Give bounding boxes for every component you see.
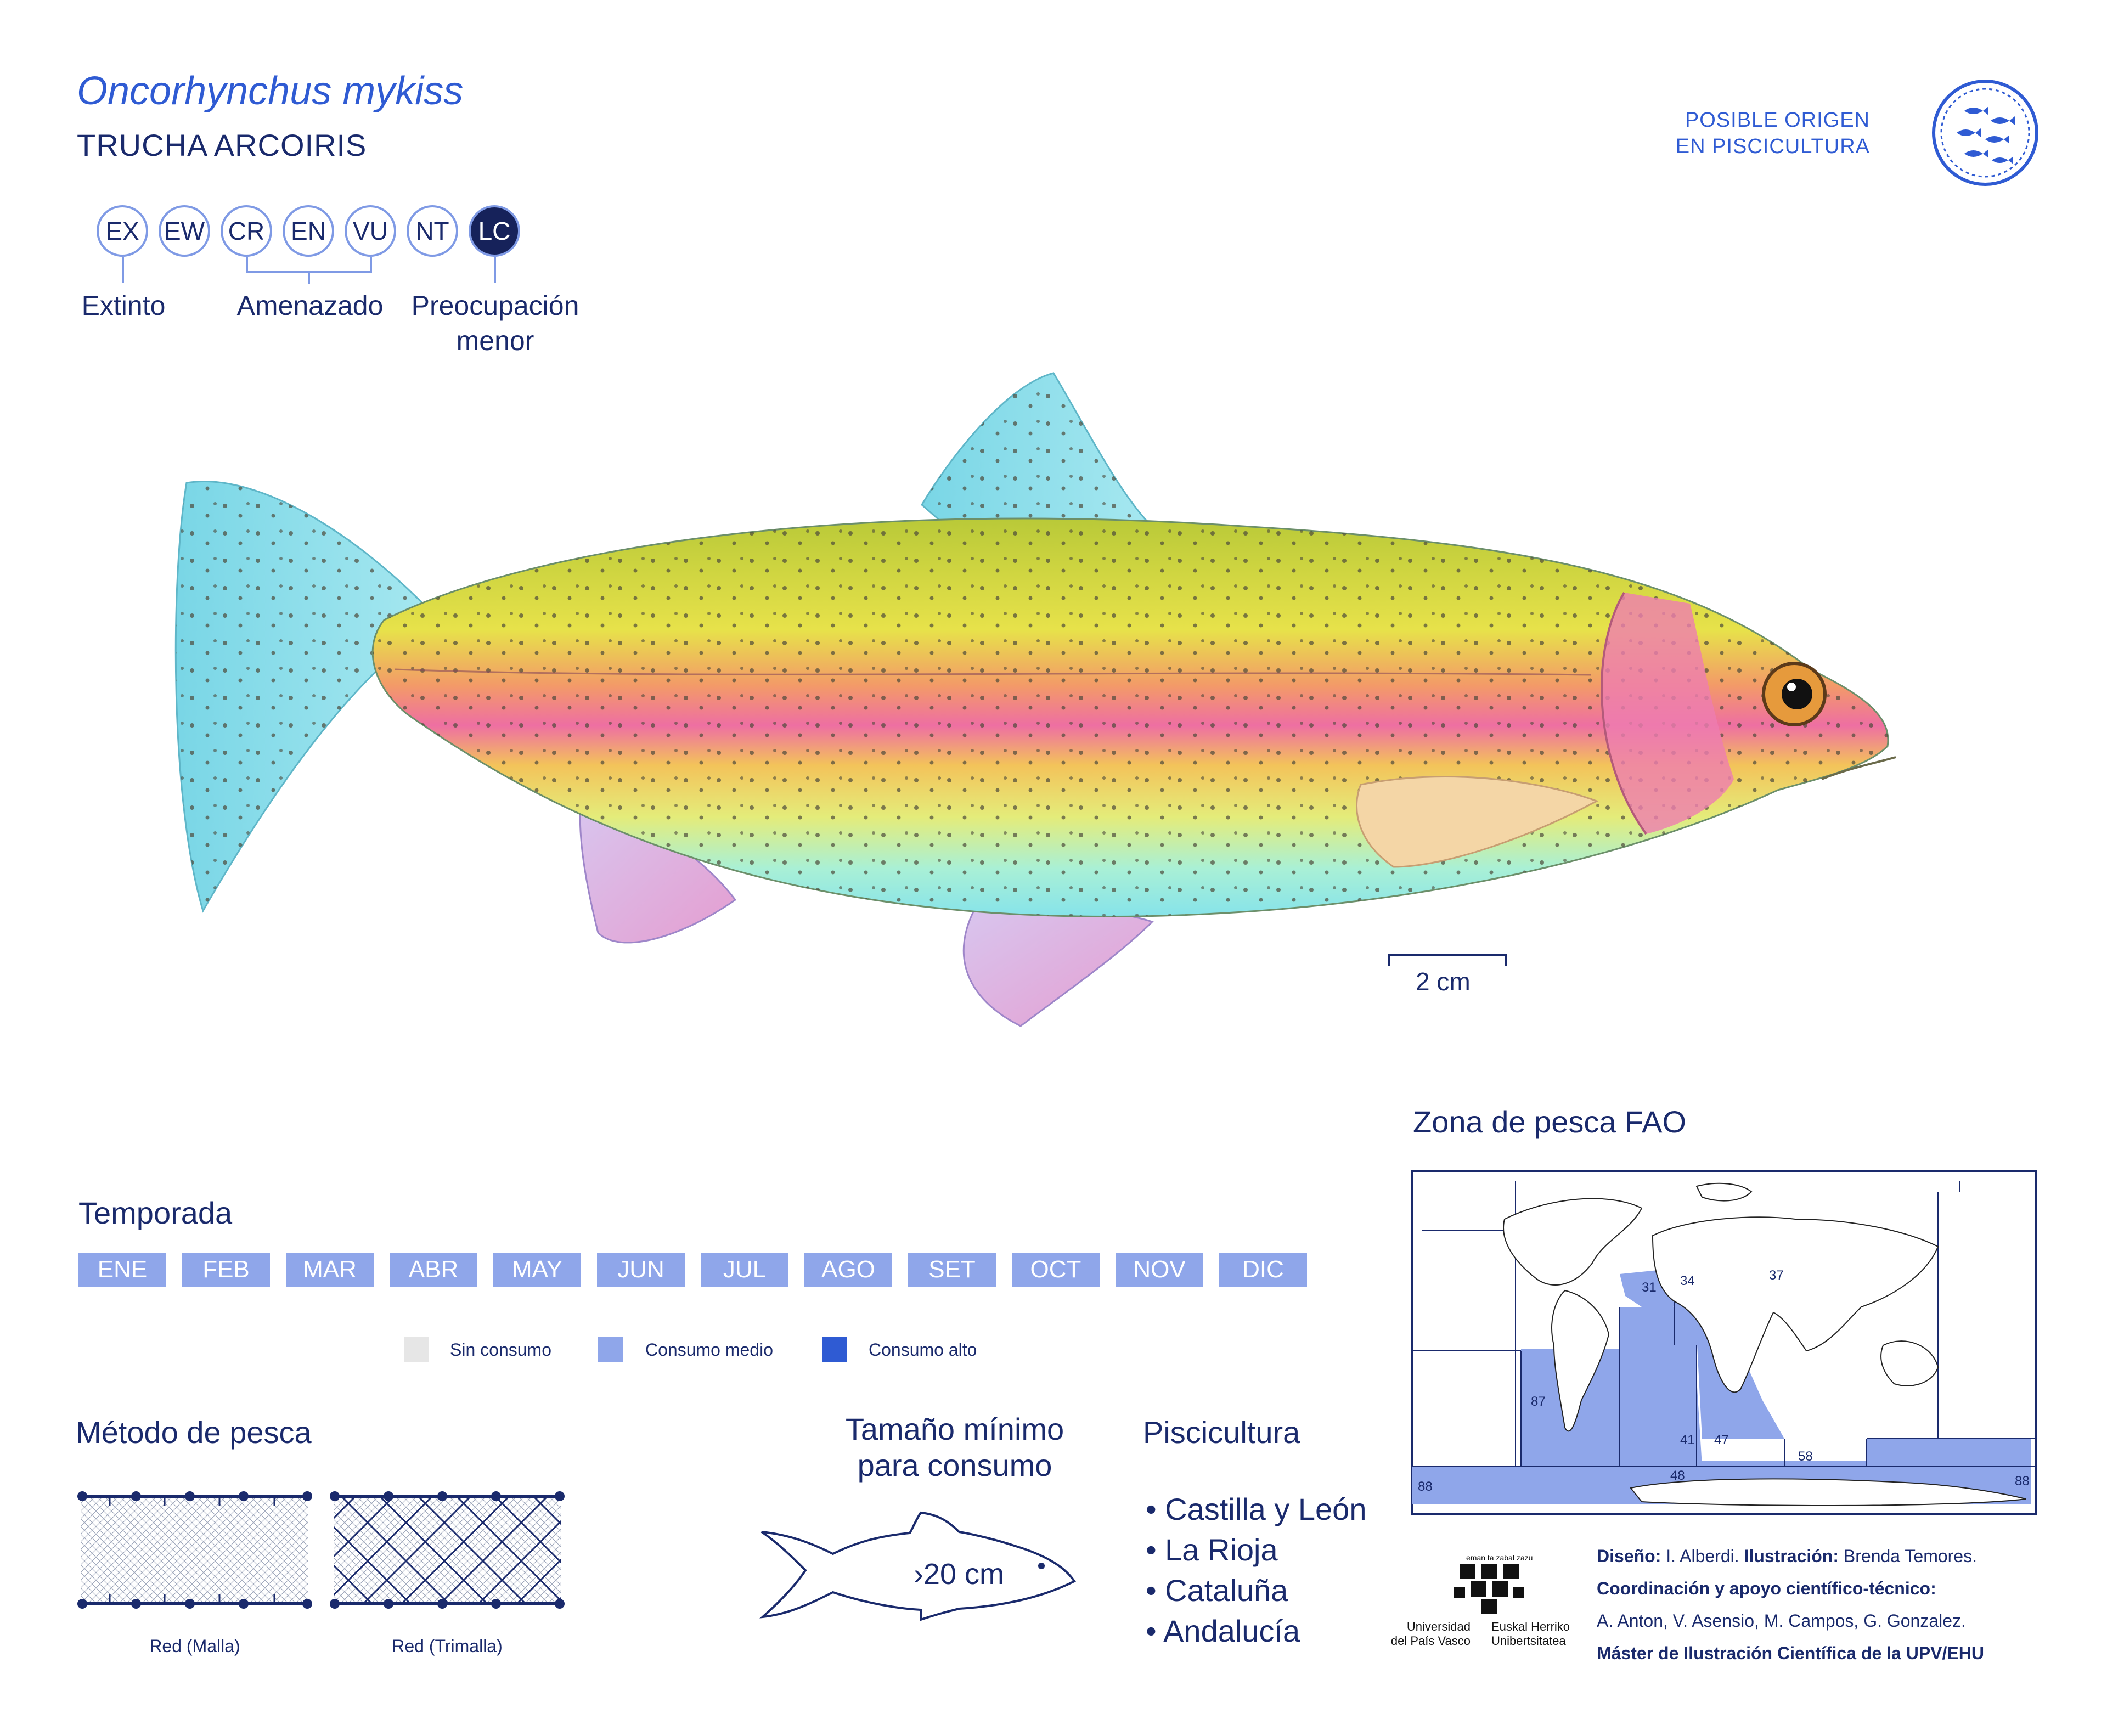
iucn-nt-circle: NT <box>407 205 458 257</box>
origin-line-1: POSIBLE ORIGEN <box>1685 109 1870 132</box>
month-feb: FEB <box>182 1253 270 1287</box>
net-trimalla-label: Red (Trimalla) <box>392 1636 503 1656</box>
legend-sin-consumo-label: Sin consumo <box>450 1340 551 1360</box>
region-andalucia: • Andalucía <box>1146 1614 1300 1648</box>
scale-label: 2 cm <box>1416 967 1471 996</box>
upv-name-eu-line-2: Unibertsitatea <box>1491 1634 1566 1648</box>
iucn-least-concern-label-1: Preocupación <box>411 290 579 321</box>
region-cataluna: • Cataluña <box>1146 1573 1288 1608</box>
region-castilla-y-leon: • Castilla y León <box>1146 1492 1367 1526</box>
credits-design-line: Diseño: I. Alberdi. Ilustración: Brenda … <box>1597 1546 1977 1566</box>
upv-motto: eman ta zabal zazu <box>1466 1553 1533 1562</box>
fish-school-icon <box>1932 80 2038 186</box>
min-size-title-line-2: para consumo <box>857 1448 1052 1483</box>
aquaculture-title: Piscicultura <box>1143 1415 1300 1450</box>
net-malla-illustration <box>77 1491 312 1609</box>
svg-text:34: 34 <box>1680 1273 1695 1288</box>
month-set: SET <box>908 1253 996 1287</box>
upv-name-eu: Euskal Herriko Unibertsitatea <box>1491 1620 1570 1648</box>
month-dic: DIC <box>1219 1253 1307 1287</box>
credits-master: Máster de Ilustración Científica de la U… <box>1597 1643 1984 1663</box>
month-abr: ABR <box>390 1253 477 1287</box>
legend-consumo-medio-swatch <box>598 1337 623 1362</box>
scientific-name: Oncorhynchus mykiss <box>77 69 464 113</box>
iucn-threatened-connector <box>308 271 310 284</box>
credits-design-value: I. Alberdi. <box>1661 1546 1739 1566</box>
upv-name-es-line-1: Universidad <box>1406 1620 1471 1633</box>
month-ago: AGO <box>804 1253 892 1287</box>
iucn-threatened-tick-right <box>370 257 372 273</box>
svg-text:88: 88 <box>1418 1479 1433 1494</box>
svg-text:87: 87 <box>1531 1394 1546 1409</box>
net-trimalla-illustration <box>330 1491 565 1609</box>
month-nov: NOV <box>1116 1253 1203 1287</box>
iucn-cr-circle: CR <box>221 205 272 257</box>
origin-line-2: EN PISCICULTURA <box>1675 135 1870 158</box>
legend-consumo-alto-swatch <box>822 1337 847 1362</box>
upv-name-eu-line-1: Euskal Herriko <box>1491 1620 1570 1633</box>
rainbow-trout-illustration <box>174 372 1896 1027</box>
common-name: TRUCHA ARCOIRIS <box>77 128 367 162</box>
iucn-lc-circle-active: LC <box>469 205 520 257</box>
credits-coordination: Coordinación y apoyo científico-técnico: <box>1597 1579 1936 1598</box>
upv-name-es-line-2: del País Vasco <box>1390 1634 1471 1648</box>
iucn-lc-connector <box>494 257 496 283</box>
min-size-title: Tamaño mínimo para consumo <box>790 1411 1119 1484</box>
svg-text:41: 41 <box>1680 1433 1695 1447</box>
fao-zone-map: 31 34 37 87 41 47 48 58 88 88 <box>1411 1170 2037 1515</box>
region-la-rioja: • La Rioja <box>1146 1532 1278 1567</box>
iucn-threatened-tick-left <box>246 257 248 273</box>
credits-illustration-value: Brenda Temores. <box>1839 1546 1977 1566</box>
upv-name-es: Universidad del País Vasco <box>1383 1620 1471 1648</box>
iucn-ew-circle: EW <box>159 205 210 257</box>
min-size-value: ›20 cm <box>914 1558 1005 1591</box>
iucn-extinct-label: Extinto <box>81 290 166 321</box>
scale-bar <box>1388 954 1507 966</box>
legend-consumo-medio-label: Consumo medio <box>645 1340 773 1360</box>
svg-text:47: 47 <box>1714 1433 1729 1447</box>
month-jul: JUL <box>701 1253 788 1287</box>
svg-text:37: 37 <box>1769 1268 1784 1283</box>
season-title: Temporada <box>78 1196 233 1230</box>
credits-illustration-label: Ilustración: <box>1739 1546 1839 1566</box>
iucn-least-concern-label-2: menor <box>456 325 534 356</box>
svg-text:31: 31 <box>1642 1280 1657 1295</box>
month-ene: ENE <box>78 1253 166 1287</box>
iucn-extinct-connector <box>122 257 124 283</box>
min-size-title-line-1: Tamaño mínimo <box>845 1412 1064 1446</box>
iucn-en-circle: EN <box>283 205 334 257</box>
legend-consumo-alto-label: Consumo alto <box>869 1340 977 1360</box>
iucn-ex-circle: EX <box>97 205 148 257</box>
fish-silhouette-icon <box>759 1511 1076 1621</box>
svg-text:88: 88 <box>2015 1474 2030 1489</box>
iucn-threatened-label: Amenazado <box>236 290 384 321</box>
upv-ehu-logo <box>1454 1564 1524 1614</box>
svg-text:48: 48 <box>1670 1468 1685 1483</box>
fao-zone-title: Zona de pesca FAO <box>1413 1104 1687 1139</box>
legend-sin-consumo-swatch <box>404 1337 429 1362</box>
month-jun: JUN <box>597 1253 685 1287</box>
iucn-vu-circle: VU <box>345 205 396 257</box>
net-malla-label: Red (Malla) <box>149 1636 240 1656</box>
credits-design-label: Diseño: <box>1597 1546 1661 1566</box>
month-may: MAY <box>493 1253 581 1287</box>
month-mar: MAR <box>286 1253 374 1287</box>
month-oct: OCT <box>1012 1253 1100 1287</box>
svg-text:58: 58 <box>1798 1449 1813 1464</box>
fishing-method-title: Método de pesca <box>76 1415 312 1450</box>
credits-names: A. Anton, V. Asensio, M. Campos, G. Gonz… <box>1597 1611 1966 1631</box>
origin-badge-text: POSIBLE ORIGEN EN PISCICULTURA <box>1676 107 1870 160</box>
